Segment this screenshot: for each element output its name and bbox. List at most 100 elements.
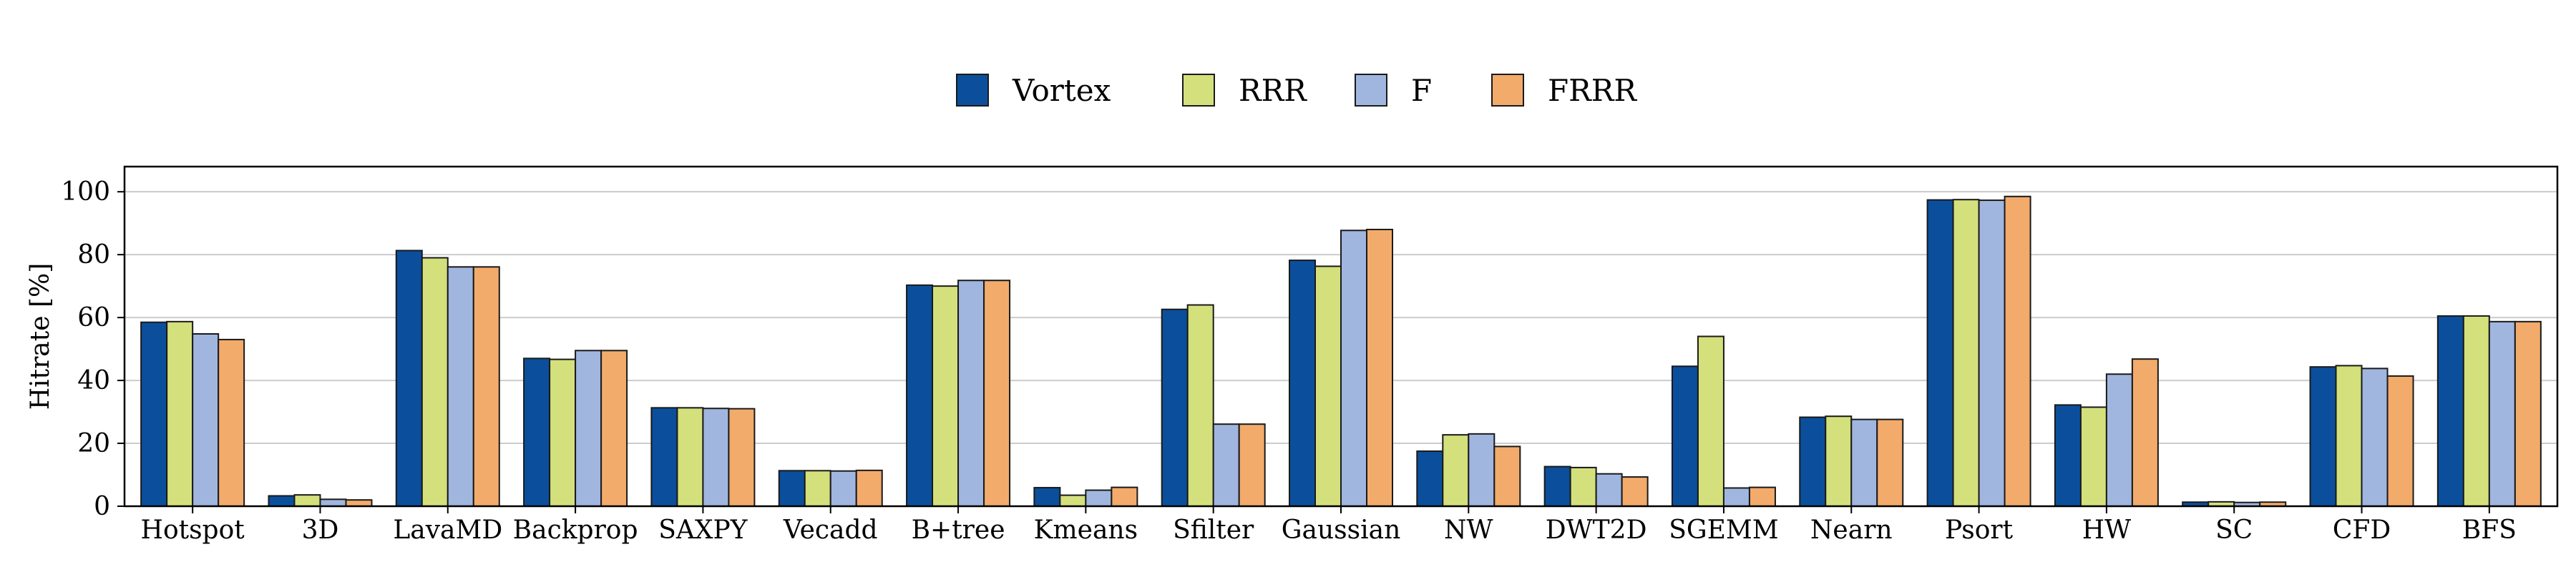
bar-rrr-hotspot	[166, 320, 194, 507]
bar-f-cfd	[2361, 368, 2389, 507]
bar-frrr-dwt2d	[1621, 476, 1649, 508]
bar-rrr-sfilter	[1186, 304, 1214, 507]
legend-swatch-frrr	[1491, 74, 1524, 107]
bar-vortex-cfd	[2309, 366, 2337, 508]
bar-f-nw	[1468, 433, 1496, 507]
x-tick-label: Vecadd	[783, 516, 878, 545]
bar-f-hw	[2105, 373, 2133, 507]
bar-vortex-3d	[268, 495, 296, 507]
x-tick-label: Sfilter	[1173, 516, 1254, 545]
x-tick-label: BFS	[2462, 516, 2517, 545]
bar-f-kmeans	[1085, 489, 1113, 508]
legend-label-frrr: FRRR	[1548, 73, 1637, 108]
bar-frrr-psort	[2004, 195, 2031, 507]
legend-label-f: F	[1411, 73, 1432, 108]
bar-rrr-saxpy	[676, 407, 704, 507]
legend-swatch-rrr	[1182, 74, 1215, 107]
x-tick-label: CFD	[2333, 516, 2391, 545]
bar-rrr-nearn	[1825, 415, 1853, 507]
bar-f-btree	[957, 280, 985, 507]
bar-frrr-cfd	[2386, 375, 2414, 508]
bar-vortex-lavamd	[395, 250, 423, 507]
bar-f-gaussian	[1340, 230, 1367, 507]
bar-rrr-hw	[2079, 406, 2107, 507]
y-axis: 0 20 40 60 80 100	[61, 177, 125, 521]
y-tick-label: 40	[77, 366, 110, 395]
bar-vortex-kmeans	[1033, 487, 1061, 507]
y-tick-label: 100	[61, 177, 110, 207]
bar-vortex-bfs	[2436, 315, 2464, 507]
y-axis-title: Hitrate [%]	[26, 263, 55, 410]
bar-frrr-vecadd	[855, 469, 883, 507]
bar-vortex-hotspot	[140, 321, 168, 507]
bar-frrr-hotspot	[218, 338, 245, 508]
x-tick-label: SAXPY	[658, 516, 748, 545]
legend-label-rrr: RRR	[1239, 73, 1307, 108]
bar-f-dwt2d	[1595, 473, 1623, 508]
bar-vortex-backprop	[523, 358, 551, 508]
bar-vortex-btree	[906, 284, 934, 507]
bar-frrr-nw	[1493, 445, 1521, 507]
x-tick-label: Kmeans	[1034, 516, 1138, 545]
bar-rrr-cfd	[2335, 365, 2363, 507]
legend: Vortex RRR F FRRR	[956, 73, 1637, 108]
x-tick-label: Gaussian	[1282, 516, 1401, 545]
bar-rrr-3d	[293, 494, 321, 508]
bar-frrr-hw	[2131, 358, 2159, 507]
bar-f-lavamd	[447, 266, 474, 507]
y-tick-label: 20	[77, 429, 110, 458]
x-tick-label: Hotspot	[141, 516, 245, 545]
bar-vortex-psort	[1926, 199, 1954, 507]
bar-rrr-backprop	[549, 358, 577, 507]
bar-frrr-bfs	[2514, 320, 2542, 507]
bar-frrr-kmeans	[1111, 486, 1138, 507]
bar-rrr-kmeans	[1059, 494, 1087, 508]
bar-rrr-gaussian	[1314, 265, 1342, 507]
bar-f-sfilter	[1212, 423, 1240, 507]
bar-frrr-backprop	[600, 350, 628, 507]
bar-vortex-gaussian	[1289, 260, 1316, 507]
x-tick-label: LavaMD	[393, 516, 502, 545]
x-tick-label: 3D	[302, 516, 339, 545]
legend-swatch-f	[1355, 74, 1387, 107]
x-tick-label: DWT2D	[1546, 516, 1647, 545]
y-tick-label: 0	[94, 492, 110, 521]
bar-frrr-gaussian	[1366, 228, 1393, 507]
bar-f-3d	[319, 498, 347, 508]
bar-rrr-nw	[1442, 434, 1470, 508]
x-tick-label: Psort	[1945, 516, 2014, 545]
x-tick-label: HW	[2082, 516, 2131, 545]
bars	[140, 195, 2542, 508]
bar-f-saxpy	[702, 408, 730, 507]
bar-rrr-dwt2d	[1569, 466, 1597, 507]
bar-frrr-saxpy	[728, 408, 756, 507]
x-tick-label: Backprop	[513, 516, 638, 545]
y-tick-label: 80	[77, 240, 110, 270]
x-tick-label: SGEMM	[1669, 516, 1778, 545]
bar-rrr-sgemm	[1697, 335, 1724, 507]
bar-f-psort	[1978, 199, 2006, 507]
y-tick-label: 60	[77, 303, 110, 332]
bar-rrr-bfs	[2462, 315, 2490, 507]
bar-vortex-sgemm	[1671, 365, 1699, 507]
bar-vortex-vecadd	[778, 470, 806, 507]
legend-label-vortex: Vortex	[1012, 73, 1111, 108]
bar-rrr-psort	[1952, 199, 1980, 507]
bar-rrr-btree	[932, 285, 960, 507]
x-tick-label: NW	[1444, 516, 1493, 545]
bar-vortex-saxpy	[650, 407, 678, 507]
x-tick-label: SC	[2215, 516, 2253, 545]
bar-frrr-lavamd	[472, 266, 500, 507]
bar-frrr-nearn	[1876, 418, 1904, 507]
bar-f-sgemm	[1722, 487, 1750, 507]
legend-swatch-vortex	[956, 74, 989, 107]
bar-frrr-3d	[345, 499, 373, 507]
bar-vortex-nearn	[1799, 416, 1827, 507]
bar-f-bfs	[2488, 320, 2516, 507]
bar-vortex-nw	[1416, 450, 1444, 507]
bar-vortex-sfilter	[1161, 308, 1189, 507]
bar-f-hotspot	[192, 332, 220, 507]
bar-vortex-hw	[2054, 404, 2082, 508]
bar-frrr-sfilter	[1238, 423, 1266, 507]
